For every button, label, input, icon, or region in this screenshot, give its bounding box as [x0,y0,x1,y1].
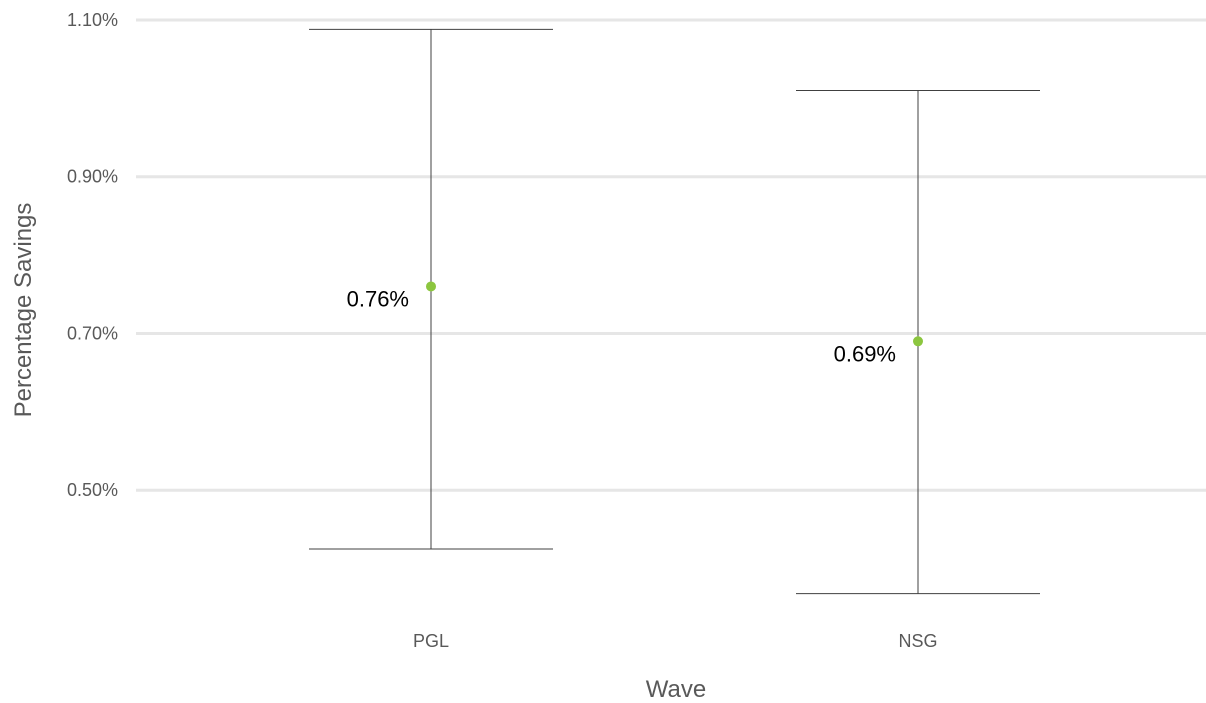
data-point [426,281,436,292]
y-tick-label: 0.50% [67,480,118,500]
x-tick-label: PGL [413,631,449,651]
x-tick-label: NSG [898,631,937,651]
x-axis-ticks: PGL NSG [413,631,938,651]
error-bar-series: 0.76% 0.69% [309,28,1040,595]
y-axis-ticks: 0.50% 0.70% 0.90% 1.10% [67,10,118,500]
x-axis-title: Wave [646,676,706,703]
data-label: 0.76% [347,286,409,311]
y-tick-label: 0.70% [67,323,118,343]
data-label: 0.69% [834,341,896,366]
y-tick-label: 1.10% [67,10,118,30]
y-axis-title: Percentage Savings [10,203,37,418]
y-tick-label: 0.90% [67,167,118,187]
gridlines [136,18,1206,492]
data-point [913,336,923,347]
